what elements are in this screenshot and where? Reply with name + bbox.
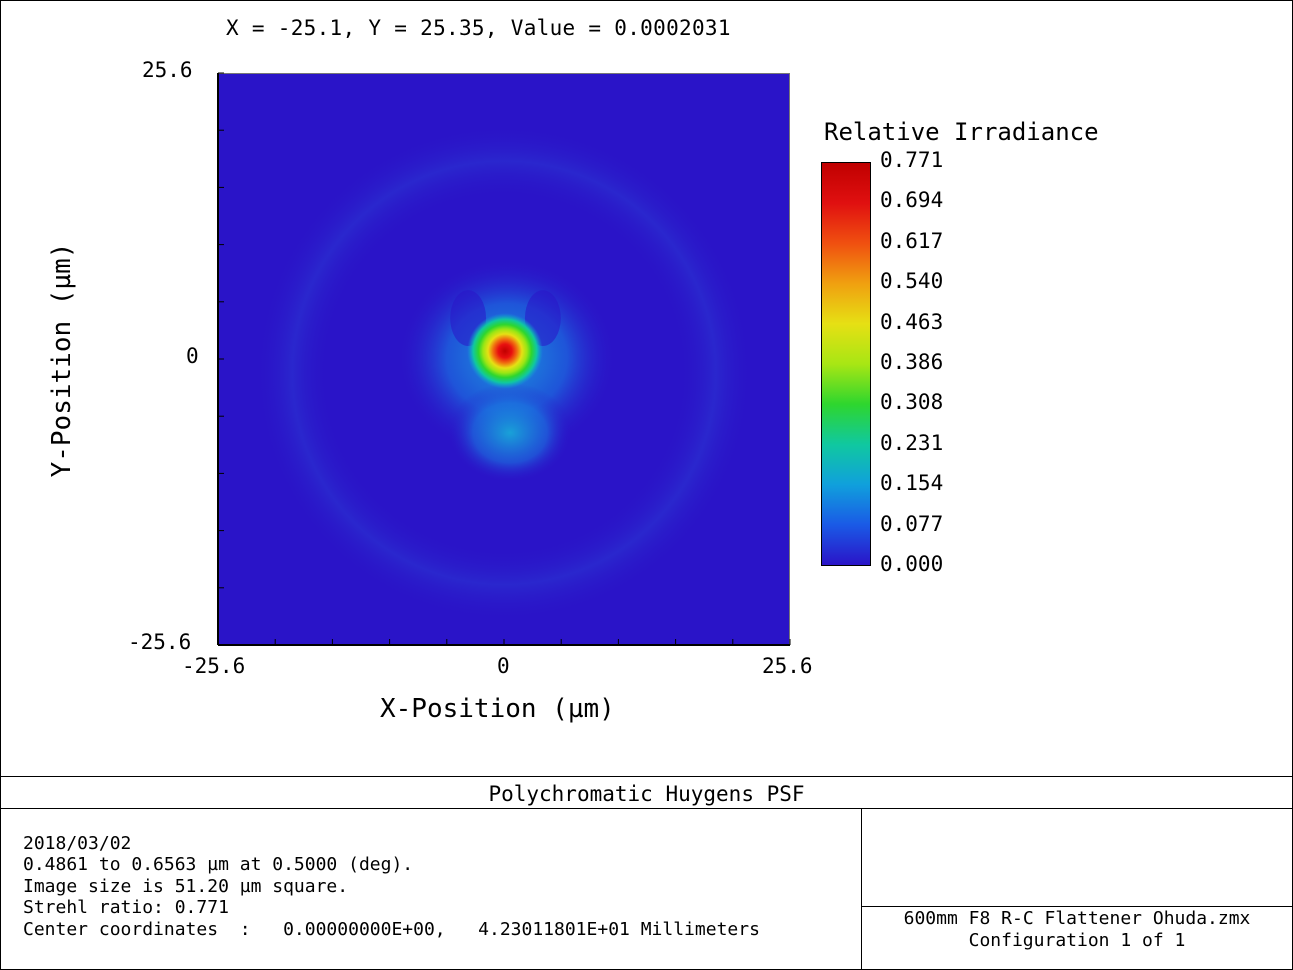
footer-column-divider bbox=[861, 808, 862, 970]
x-tick-label-left: -25.6 bbox=[182, 654, 246, 678]
colorbar-tick-label: 0.154 bbox=[880, 471, 944, 496]
x-tick-label-zero: 0 bbox=[497, 654, 510, 678]
configuration-label: Configuration 1 of 1 bbox=[968, 930, 1186, 951]
x-tick-label-right: 25.6 bbox=[762, 654, 813, 678]
info-center-coordinates: Center coordinates : 0.00000000E+00, 4.2… bbox=[23, 919, 760, 940]
colorbar-tick-label: 0.231 bbox=[880, 430, 944, 455]
footer-divider-mid bbox=[0, 808, 1293, 809]
colorbar-tick-label: 0.077 bbox=[880, 511, 944, 536]
footer-file-divider bbox=[861, 906, 1293, 907]
y-axis-title: Y-Position (µm) bbox=[47, 242, 77, 478]
colorbar-tick-label: 0.540 bbox=[880, 269, 944, 294]
info-date: 2018/03/02 bbox=[23, 833, 132, 854]
colorbar bbox=[821, 162, 871, 566]
colorbar-tick-label: 0.617 bbox=[880, 228, 944, 253]
file-name: 600mm F8 R-C Flattener Ohuda.zmx bbox=[903, 908, 1251, 929]
psf-heatmap bbox=[219, 74, 789, 644]
footer-divider-top bbox=[0, 776, 1293, 777]
colorbar-tick-label: 0.694 bbox=[880, 188, 944, 213]
colorbar-tick-label: 0.386 bbox=[880, 350, 944, 374]
y-tick-label-top: 25.6 bbox=[142, 58, 193, 82]
footer-title: Polychromatic Huygens PSF bbox=[488, 782, 805, 806]
info-image-size: Image size is 51.20 µm square. bbox=[23, 876, 349, 897]
x-axis-title: X-Position (µm) bbox=[380, 694, 615, 724]
colorbar-tick-label: 0.463 bbox=[880, 309, 944, 334]
y-tick-label-bottom: -25.6 bbox=[128, 630, 192, 654]
colorbar-tick-label: 0.771 bbox=[880, 148, 944, 172]
info-wavelength: 0.4861 to 0.6563 µm at 0.5000 (deg). bbox=[23, 854, 414, 875]
colorbar-title: Relative Irradiance bbox=[824, 118, 1099, 146]
y-tick-label-zero: 0 bbox=[186, 344, 199, 368]
colorbar-tick-label: 0.308 bbox=[880, 390, 944, 415]
lower-lobe bbox=[448, 382, 572, 483]
colorbar-tick-label: 0.000 bbox=[880, 552, 944, 576]
cursor-readout: X = -25.1, Y = 25.35, Value = 0.0002031 bbox=[226, 16, 731, 40]
psf-peak-core bbox=[467, 313, 543, 389]
info-strehl: Strehl ratio: 0.771 bbox=[23, 897, 229, 918]
